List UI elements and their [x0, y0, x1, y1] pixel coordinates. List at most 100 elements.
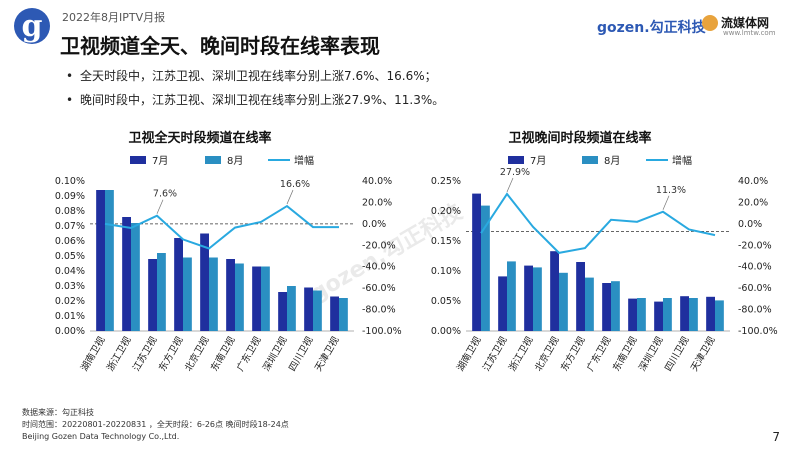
bar-aug: [339, 298, 348, 331]
x-tick-label: 东方卫视: [156, 334, 186, 373]
bar-jul: [472, 193, 481, 331]
bar-aug: [235, 263, 244, 331]
bar-jul: [602, 283, 611, 331]
y2-tick-label: 0.0%: [362, 219, 386, 230]
bar-aug: [533, 267, 542, 331]
x-tick-label: 天津卫视: [688, 334, 718, 373]
y2-tick-label: -80.0%: [362, 305, 396, 316]
x-tick-label: 湖南卫视: [78, 334, 108, 373]
y-tick-label: 0.25%: [431, 176, 461, 187]
bar-aug: [105, 190, 114, 331]
y-tick-label: 0.09%: [55, 191, 85, 202]
bar-jul: [628, 298, 637, 331]
y-tick-label: 0.03%: [55, 281, 85, 292]
y2-tick-label: -100.0%: [362, 326, 402, 337]
bar-aug: [313, 290, 322, 331]
y2-tick-label: -40.0%: [738, 262, 772, 273]
bar-aug: [663, 298, 672, 331]
page-number: 7: [772, 430, 780, 444]
x-tick-label: 江苏卫视: [480, 334, 510, 373]
annotation-label: 7.6%: [153, 189, 177, 200]
legend-label: 8月: [227, 155, 243, 167]
chart-title: 卫视全天时段频道在线率: [128, 130, 271, 146]
summary-bullets: • 全天时段中，江苏卫视、深圳卫视在线率分别上涨7.6%、16.6%； • 晚间时段…: [66, 68, 444, 116]
legend-label: 7月: [152, 155, 168, 167]
bar-aug: [481, 205, 490, 331]
bar-aug: [287, 286, 296, 331]
bar-jul: [680, 296, 689, 331]
bar-aug: [209, 257, 218, 331]
y-tick-label: 0.10%: [431, 266, 461, 277]
y2-tick-label: 0.0%: [738, 219, 762, 230]
annotation-label: 11.3%: [656, 185, 686, 196]
y2-tick-label: 20.0%: [362, 197, 392, 208]
x-tick-label: 东南卫视: [208, 334, 238, 373]
bullet-item: • 全天时段中，江苏卫视、深圳卫视在线率分别上涨7.6%、16.6%；: [66, 69, 437, 83]
y-tick-label: 0.05%: [431, 296, 461, 307]
footer-range: 时间范围：20220801-20220831 ，全天时段：6-26点 晚间时段1…: [22, 420, 289, 429]
x-tick-label: 四川卫视: [286, 334, 316, 373]
bar-aug: [611, 281, 620, 331]
x-tick-label: 东方卫视: [558, 334, 588, 373]
growth-line: [104, 204, 339, 250]
bar-aug: [559, 272, 568, 331]
y2-tick-label: -40.0%: [362, 262, 396, 273]
bar-aug: [585, 277, 594, 331]
x-tick-label: 东南卫视: [610, 334, 640, 373]
bar-aug: [157, 253, 166, 331]
y-tick-label: 0.20%: [431, 206, 461, 217]
y-tick-label: 0.15%: [431, 236, 461, 247]
annotation-leader: [662, 195, 670, 210]
y-tick-label: 0.10%: [55, 176, 85, 187]
brand-lmtw-url: www.lmtw.com: [723, 29, 776, 37]
bar-jul: [576, 262, 585, 331]
bar-jul: [304, 287, 313, 331]
y-tick-label: 0.06%: [55, 236, 85, 247]
chart-title: 卫视晚间时段频道在线率: [508, 130, 651, 146]
bar-aug: [689, 298, 698, 331]
legend-swatch: [582, 156, 598, 164]
footer-company: Beijing Gozen Data Technology Co.,Ltd.: [22, 432, 180, 441]
bar-jul: [550, 251, 559, 331]
y2-tick-label: -100.0%: [738, 326, 778, 337]
legend-swatch: [508, 156, 524, 164]
legend-label: 7月: [530, 155, 546, 167]
bar-jul: [148, 259, 157, 331]
y-tick-label: 0.04%: [55, 266, 85, 277]
legend-label: 增幅: [672, 154, 692, 167]
y-tick-label: 0.08%: [55, 206, 85, 217]
legend-swatch: [205, 156, 221, 164]
bar-jul: [654, 301, 663, 331]
annotation-label: 16.6%: [280, 179, 310, 190]
bar-jul: [174, 238, 183, 331]
y-tick-label: 0.07%: [55, 221, 85, 232]
y2-tick-label: -60.0%: [362, 283, 396, 294]
x-tick-label: 深圳卫视: [260, 334, 290, 373]
y-tick-label: 0.00%: [55, 326, 85, 337]
bar-aug: [183, 257, 192, 331]
y-tick-label: 0.00%: [431, 326, 461, 337]
y-tick-label: 0.05%: [55, 251, 85, 262]
annotation-leader: [286, 189, 294, 205]
bar-aug: [131, 223, 140, 331]
lmtw-logo-icon: [702, 15, 718, 31]
x-tick-label: 深圳卫视: [636, 334, 666, 373]
bar-jul: [278, 292, 287, 331]
x-tick-label: 四川卫视: [662, 334, 692, 373]
y2-tick-label: 20.0%: [738, 197, 768, 208]
bar-jul: [498, 276, 507, 331]
bar-jul: [122, 217, 131, 331]
bar-jul: [330, 296, 339, 331]
page-title: 卫视频道全天、晚间时段在线率表现: [60, 34, 380, 58]
brand-lmtw: 流媒体网: [721, 16, 770, 30]
annotation-label: 27.9%: [500, 167, 530, 178]
brand-gozen: gozen.勾正科技: [597, 20, 706, 36]
x-tick-label: 北京卫视: [532, 334, 562, 373]
y-tick-label: 0.02%: [55, 296, 85, 307]
x-tick-label: 北京卫视: [182, 334, 212, 373]
bar-jul: [706, 296, 715, 331]
annotation-leader: [156, 199, 164, 214]
bar-jul: [226, 259, 235, 331]
x-tick-label: 广东卫视: [584, 334, 614, 373]
x-tick-label: 浙江卫视: [506, 334, 536, 373]
